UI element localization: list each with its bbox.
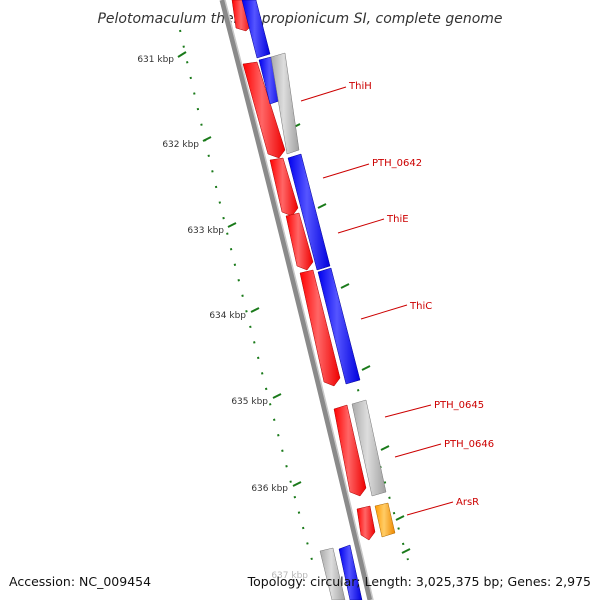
gene-label-pth-0645[interactable]: PTH_0645 xyxy=(434,400,484,411)
genome-backbone xyxy=(219,0,373,600)
map-title: Pelotomaculum thermopropionicum SI, comp… xyxy=(97,11,502,27)
genome-backbone-highlight xyxy=(224,0,374,600)
gene-bar-blue xyxy=(287,153,331,271)
gene-label-thih[interactable]: ThiH xyxy=(348,81,372,92)
gene-arrow-red xyxy=(269,157,299,217)
label-leaders xyxy=(300,86,454,516)
gene-arrow-red xyxy=(285,212,314,271)
gene-bar-gray xyxy=(319,547,346,600)
tick-label-631: 631 kbp xyxy=(137,55,174,65)
tick-635 xyxy=(272,393,282,399)
gene-bar-blue xyxy=(338,544,363,600)
gene-bar-blue xyxy=(241,0,271,59)
gene-arrow-red xyxy=(299,269,341,387)
forward-strand-genes xyxy=(241,0,396,600)
gene-label-pth-0646[interactable]: PTH_0646 xyxy=(444,439,494,450)
gene-arrow-red xyxy=(356,505,376,541)
tick-634 xyxy=(250,307,260,313)
accession-text: Accession: NC_009454 xyxy=(9,574,151,589)
tick-label-636: 636 kbp xyxy=(251,484,288,494)
gene-arrow-red xyxy=(242,61,286,159)
gene-label-pth-0642[interactable]: PTH_0642 xyxy=(372,158,422,169)
tick-label-637: 637 kbp xyxy=(271,571,308,581)
tick-631 xyxy=(177,51,187,58)
gene-bar-gray xyxy=(351,399,387,497)
tick-label-632: 632 kbp xyxy=(162,140,199,150)
gene-label-thie[interactable]: ThiE xyxy=(386,214,409,225)
tick-label-634: 634 kbp xyxy=(209,311,246,321)
gene-bar-blue xyxy=(317,267,361,385)
tick-label-633: 633 kbp xyxy=(187,226,224,236)
tick-633 xyxy=(227,222,237,228)
tick-632 xyxy=(202,136,212,142)
gene-bar-gray xyxy=(270,52,300,155)
gene-arrow-red xyxy=(333,404,367,497)
gene-label-thic[interactable]: ThiC xyxy=(409,301,432,312)
reverse-strand-genes xyxy=(231,0,376,541)
genome-summary-text: Topology: circular; Length: 3,025,375 bp… xyxy=(247,574,591,589)
tick-636 xyxy=(292,481,302,487)
gene-label-arsr[interactable]: ArsR xyxy=(456,497,479,508)
gene-bar-orange xyxy=(374,502,396,538)
tick-label-635: 635 kbp xyxy=(231,397,268,407)
